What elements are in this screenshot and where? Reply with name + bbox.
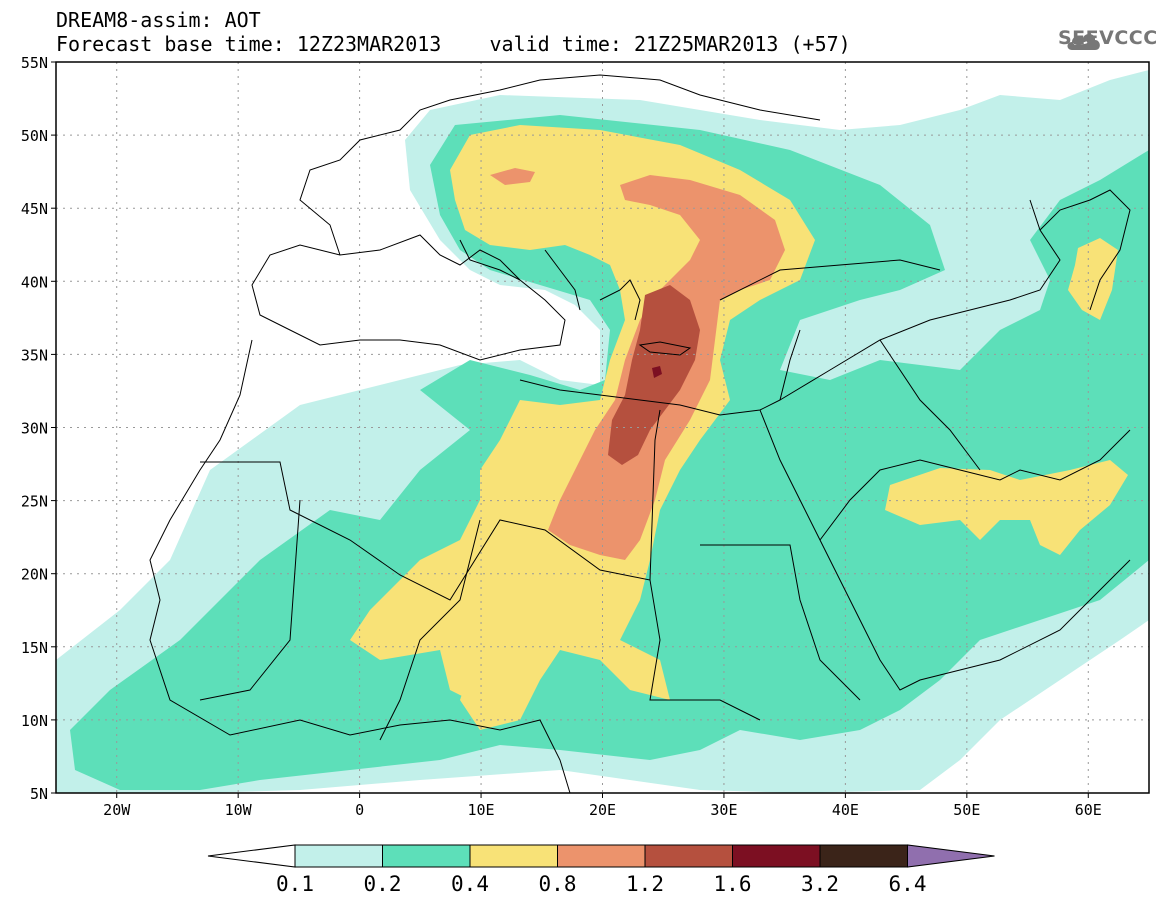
colorbar-box (819, 844, 908, 868)
colorbar-level-label: 0.1 (276, 872, 314, 896)
colorbar-box (644, 844, 733, 868)
aot-band-1.6 (652, 366, 662, 378)
lon-label: 20E (589, 801, 616, 819)
colorbar-level-label: 1.2 (626, 872, 664, 896)
lat-label: 5N (30, 785, 48, 803)
colorbar-upper-arrow (907, 844, 995, 868)
colorbar-box (732, 844, 821, 868)
colorbar-level-label: 0.8 (539, 872, 577, 896)
colorbar-level-label: 0.4 (451, 872, 489, 896)
colorbar-lower-arrow (207, 844, 296, 868)
colorbar-level-label: 6.4 (889, 872, 927, 896)
lat-label: 30N (21, 420, 48, 438)
colorbar-box (557, 844, 646, 868)
colorbar-box (294, 844, 383, 868)
coastlines (149, 74, 1131, 793)
lon-label: 20W (103, 801, 131, 819)
colorbar-level-label: 1.6 (714, 872, 752, 896)
lon-label: 10E (468, 801, 495, 819)
colorbar-labels: 0.1 0.2 0.4 0.8 1.2 1.6 3.2 6.4 (276, 872, 926, 896)
lon-label: 40E (832, 801, 859, 819)
lon-label: 10W (225, 801, 253, 819)
latitude-labels: 55N 50N 45N 40N 35N 30N 25N 20N 15N 10N 5N (21, 54, 56, 803)
lat-label: 20N (21, 566, 48, 584)
colorbar-level-label: 3.2 (801, 872, 839, 896)
lat-label: 45N (21, 200, 48, 218)
time-info: Forecast base time: 12Z23MAR2013 valid t… (56, 33, 851, 55)
valid-time-label: valid time: 21Z25MAR2013 (+57) (489, 32, 851, 56)
aot-band-0.4-caspian (1068, 238, 1118, 320)
lat-label: 40N (21, 273, 48, 291)
lat-label: 15N (21, 639, 48, 657)
aot-band-0.4-arabia (885, 460, 1128, 555)
colorbar (207, 844, 995, 868)
aot-band-0.4-france (440, 650, 490, 700)
lat-label: 35N (21, 346, 48, 364)
aot-band-0.8-alps (490, 168, 535, 185)
map-grid (56, 62, 1149, 793)
lon-label: 60E (1075, 801, 1102, 819)
lon-label: 0 (355, 801, 364, 819)
longitude-labels: 20W 10W 0 10E 20E 30E 40E 50E 60E (103, 793, 1102, 819)
map-title: DREAM8-assim: AOT (56, 8, 261, 32)
seevccc-logo: SEEVCCC (1058, 27, 1158, 49)
lat-label: 50N (21, 127, 48, 145)
cloud-icon (1067, 34, 1100, 50)
colorbar-box (469, 844, 558, 868)
base-time-label: Forecast base time: 12Z23MAR2013 (56, 32, 442, 56)
lat-label: 10N (21, 712, 48, 730)
lon-label: 50E (953, 801, 980, 819)
lat-label: 25N (21, 493, 48, 511)
colorbar-level-label: 0.2 (364, 872, 402, 896)
lat-label: 55N (21, 54, 48, 72)
colorbar-box (382, 844, 471, 868)
lon-label: 30E (710, 801, 737, 819)
